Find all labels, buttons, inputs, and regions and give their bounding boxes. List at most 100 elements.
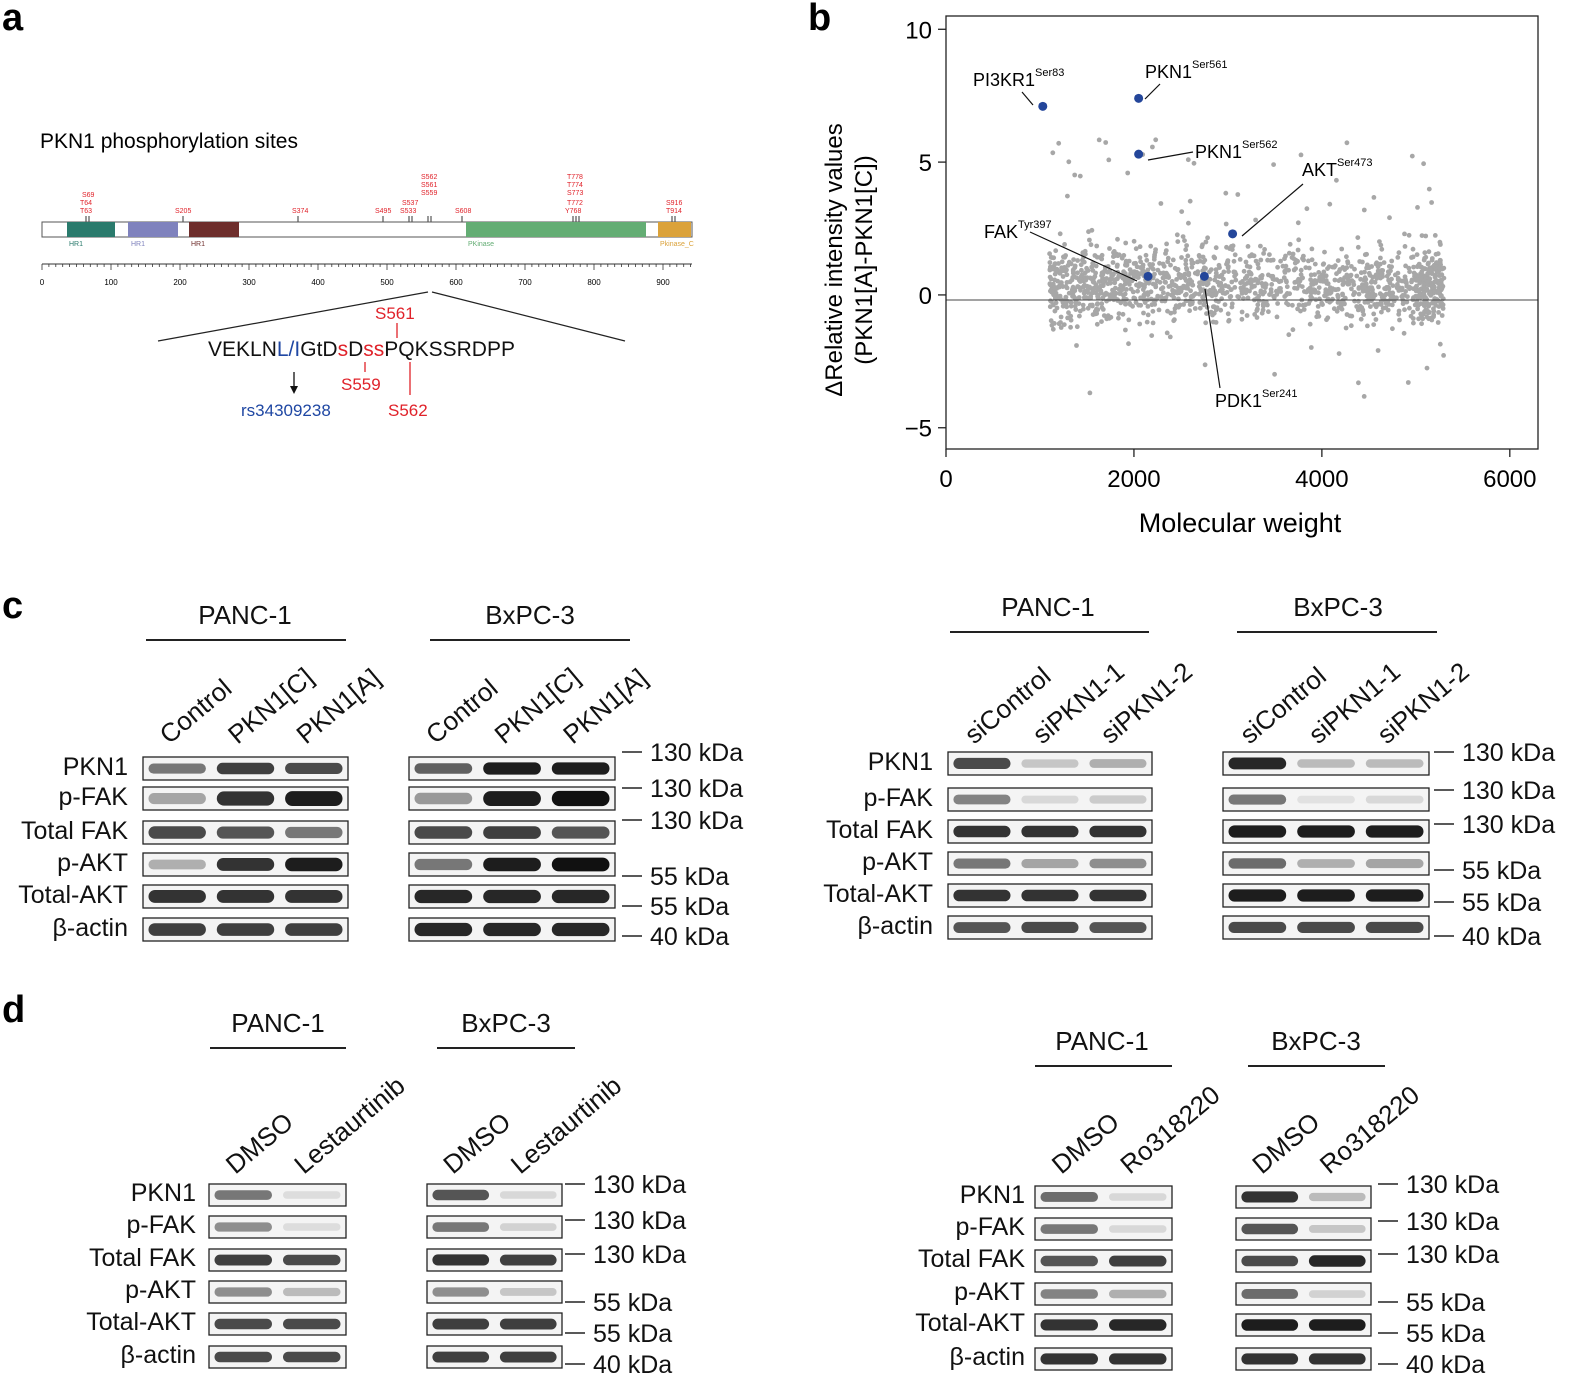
scatter-point — [1324, 298, 1330, 304]
scatter-point — [1056, 140, 1062, 146]
scatter-point — [1140, 262, 1146, 268]
scatter-point — [1340, 282, 1346, 287]
blot-band — [285, 923, 343, 936]
blot-band — [551, 762, 610, 775]
scatter-point — [1062, 265, 1067, 270]
blot-band — [1040, 1255, 1098, 1267]
scatter-point — [1093, 263, 1099, 269]
row-label: Total FAK — [918, 1245, 1025, 1273]
scatter-point — [1152, 271, 1157, 277]
scatter-point — [1213, 245, 1219, 251]
scatter-point — [1389, 294, 1395, 299]
scatter-point — [1068, 303, 1074, 309]
blot-frame — [426, 1183, 563, 1207]
scatter-point — [1113, 277, 1118, 282]
blot-band — [214, 1254, 272, 1266]
scatter-point — [1236, 294, 1242, 300]
blot-band — [216, 858, 275, 871]
y-axis-label-2: (PKN1[A]-PKN1[C]) — [851, 155, 878, 364]
blot-band — [1021, 921, 1079, 933]
scatter-point — [1384, 273, 1390, 279]
scatter-point — [1373, 317, 1379, 322]
scatter-point — [1165, 308, 1170, 314]
blot-band — [499, 1254, 557, 1266]
scatter-point — [1200, 281, 1206, 287]
scatter-point — [1087, 237, 1092, 243]
blot-band — [1308, 1255, 1366, 1267]
blot-band — [953, 858, 1011, 869]
scatter-point — [1260, 284, 1266, 289]
scatter-point — [1197, 254, 1202, 259]
blot-band — [1109, 1255, 1167, 1267]
blot-band — [1228, 921, 1287, 933]
blot-band — [414, 763, 473, 774]
scatter-point — [1409, 279, 1414, 285]
blot-box — [947, 851, 1153, 876]
scatter-point — [1241, 268, 1247, 274]
marker-label: 130 kDa — [650, 775, 743, 803]
scatter-point — [1239, 309, 1245, 315]
blot-frame — [426, 1215, 563, 1239]
scatter-point — [1052, 271, 1058, 277]
blot-band — [285, 791, 343, 806]
scatter-point — [1423, 295, 1428, 300]
scatter-point — [1094, 302, 1100, 307]
scatter-point — [1411, 264, 1416, 270]
blot-band — [1297, 859, 1355, 868]
scatter-point — [1223, 190, 1229, 196]
scatter-point — [1255, 306, 1260, 312]
scatter-point — [1375, 348, 1381, 353]
scatter-point — [1403, 277, 1408, 283]
scatter-point — [1432, 233, 1438, 238]
scatter-point — [1141, 310, 1146, 316]
row-label: PKN1 — [131, 1179, 196, 1207]
scatter-point — [1321, 269, 1327, 275]
scatter-point — [1100, 276, 1105, 282]
scatter-point — [1103, 140, 1109, 145]
scatter-point — [1307, 321, 1313, 327]
scatter-point — [1197, 280, 1202, 286]
scatter-point — [1175, 290, 1180, 295]
scatter-point — [1189, 261, 1195, 266]
blot-band — [1109, 1353, 1167, 1365]
marker-label: 130 kDa — [1462, 811, 1555, 839]
scatter-point — [1076, 301, 1082, 306]
scatter-point — [1309, 257, 1315, 263]
row-label: Total FAK — [89, 1244, 196, 1272]
blot-band — [551, 889, 610, 904]
scatter-point — [1409, 153, 1415, 159]
scatter-point — [1256, 265, 1261, 271]
blot-band — [1021, 795, 1079, 804]
scatter-point — [1126, 341, 1131, 347]
blot-frame — [1222, 851, 1430, 876]
scatter-point — [1361, 285, 1367, 290]
scatter-point — [1066, 159, 1072, 165]
blot-band — [283, 1351, 341, 1363]
label-s562: S562 — [388, 401, 428, 420]
blot-box — [208, 1215, 347, 1239]
scatter-point — [1336, 351, 1342, 356]
blot-band — [499, 1351, 557, 1363]
scatter-point — [1245, 295, 1251, 301]
scatter-point — [1060, 274, 1066, 279]
blot-band — [1021, 859, 1079, 869]
scatter-point — [1324, 317, 1329, 323]
annot-arrow — [1147, 151, 1194, 161]
y-tick-label: 5 — [919, 150, 932, 177]
scatter-point — [1075, 258, 1080, 263]
scatter-point — [1413, 288, 1419, 294]
scatter-point — [1233, 277, 1239, 283]
blot-band — [214, 1351, 272, 1363]
blot-band — [499, 1318, 557, 1330]
scatter-point — [1436, 304, 1442, 309]
blot-box — [142, 852, 349, 877]
blot-band — [285, 857, 343, 872]
scatter-point — [1170, 288, 1176, 294]
scatter-point — [1397, 278, 1403, 283]
domain-label: Pkinase_C — [660, 241, 694, 248]
scatter-point — [1081, 306, 1086, 312]
ruler-ticks — [41, 264, 691, 270]
domain-hr1-2 — [128, 222, 178, 237]
marker-label: 130 kDa — [1406, 1171, 1499, 1199]
